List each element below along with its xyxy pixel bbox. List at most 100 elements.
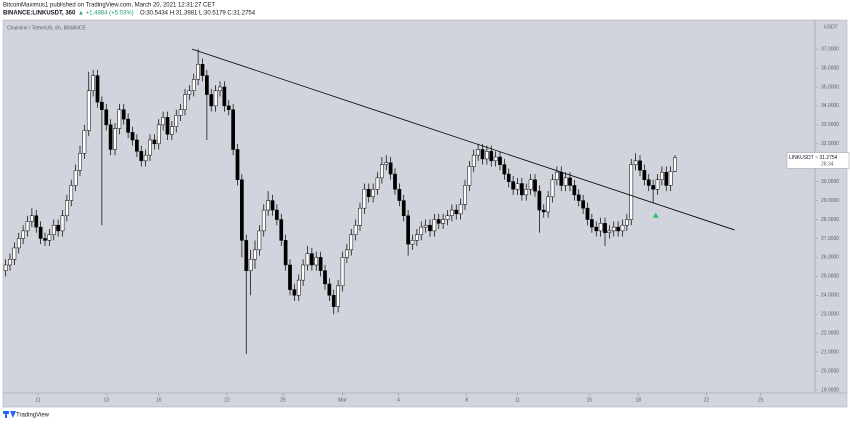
y-tick-label: 36.0000: [821, 65, 839, 71]
candle-body: [213, 90, 218, 107]
candle-body: [161, 117, 165, 126]
candle-body: [56, 224, 60, 232]
candle-body: [625, 219, 629, 226]
candle-body: [349, 234, 354, 251]
candle-body: [541, 209, 546, 213]
x-tick-label: 25: [758, 397, 764, 403]
candle-body: [143, 154, 148, 162]
candle-body: [655, 179, 660, 190]
candle-body: [576, 194, 581, 201]
candle-body: [366, 188, 371, 198]
candle-body: [401, 200, 406, 216]
candle-body: [563, 177, 568, 186]
candle-body: [34, 215, 39, 228]
candle-body: [515, 183, 520, 190]
y-tick-label: 26.0000: [821, 255, 839, 261]
candle-body: [480, 149, 485, 160]
candle-body: [191, 79, 196, 91]
x-tick-label: 8: [465, 397, 468, 403]
candle-body: [12, 247, 17, 260]
y-tick-label: 20.0000: [821, 368, 839, 374]
candle-body: [454, 209, 459, 215]
x-tick-label: 22: [704, 397, 710, 403]
candle-body: [581, 200, 585, 209]
candle-body: [436, 219, 441, 224]
candle-body: [240, 179, 244, 241]
candle-body: [598, 223, 603, 232]
candle-body: [86, 90, 91, 131]
candle-body: [270, 200, 275, 211]
candle-body: [419, 226, 424, 235]
candle-body: [493, 156, 498, 162]
candle-body: [397, 188, 402, 201]
candle-body: [546, 196, 550, 213]
candle-body: [60, 215, 65, 232]
marker-triangle: [652, 212, 659, 218]
candle-body: [375, 177, 380, 190]
x-tick-label: 25: [280, 397, 286, 403]
candle-body: [467, 166, 472, 186]
candle-body: [393, 173, 397, 190]
y-tick-label: 35.0000: [821, 84, 839, 90]
candle-body: [485, 151, 489, 160]
candle-body: [292, 289, 297, 296]
candle-body: [296, 279, 301, 296]
y-tick-label: 21.0000: [821, 349, 839, 355]
candle-body: [594, 226, 599, 232]
candle-body: [95, 75, 100, 103]
candle-body: [130, 132, 135, 141]
y-tick-label: 28.0000: [821, 217, 839, 223]
candle-body: [235, 149, 240, 181]
y-tick-label: 25.0000: [821, 274, 839, 280]
candle-body: [218, 86, 222, 91]
candle-body: [174, 115, 179, 127]
x-tick-label: 16: [156, 397, 162, 403]
candle-body: [121, 109, 126, 120]
candle-body: [489, 151, 494, 162]
candle-body: [585, 207, 590, 220]
candle-body: [450, 209, 454, 216]
candle-body: [25, 221, 30, 232]
candle-body: [651, 185, 655, 190]
candle-body: [384, 162, 389, 165]
x-tick-label: 4: [397, 397, 400, 403]
candle-body: [275, 209, 279, 220]
price-tag-box: [786, 152, 850, 169]
chart-background: [2, 19, 848, 408]
y-tick-label: 32.0000: [821, 141, 839, 147]
candle-body: [428, 224, 432, 232]
header-change: ▲ +1.4984 (+5.03%): [78, 11, 134, 17]
candle-body: [104, 109, 109, 126]
candle-body: [629, 164, 634, 220]
candle-body: [279, 219, 284, 241]
candle-body: [91, 75, 95, 91]
candle-body: [511, 181, 515, 190]
candle-body: [471, 154, 476, 167]
candle-body: [410, 240, 415, 245]
candle-body: [616, 226, 620, 232]
y-tick-label: 24.0000: [821, 293, 839, 299]
candle-body: [226, 105, 231, 110]
candle-body: [253, 249, 257, 260]
candle-body: [673, 157, 677, 172]
candle-body: [231, 109, 235, 150]
candle-body: [506, 173, 511, 182]
candle-body: [524, 188, 529, 196]
x-tick-label: 11: [35, 397, 40, 403]
price-tag-label: LINKUSDT ~ 31.2754: [789, 155, 838, 161]
candle-body: [135, 139, 139, 152]
candle-body: [331, 295, 336, 307]
footer-brand: TradingView: [16, 413, 50, 419]
y-tick-label: 22.0000: [821, 330, 839, 336]
candle-body: [310, 253, 314, 266]
chart-title: Chainlink / TetherUS, 6h, BINANCE: [7, 25, 86, 31]
candle-body: [222, 86, 227, 107]
candle-body: [611, 226, 616, 232]
candle-body: [432, 219, 437, 232]
candle-body: [458, 204, 463, 215]
candle-body: [73, 170, 78, 186]
candle-body: [502, 164, 507, 175]
candle-body: [445, 215, 450, 220]
candle-body: [82, 130, 87, 154]
